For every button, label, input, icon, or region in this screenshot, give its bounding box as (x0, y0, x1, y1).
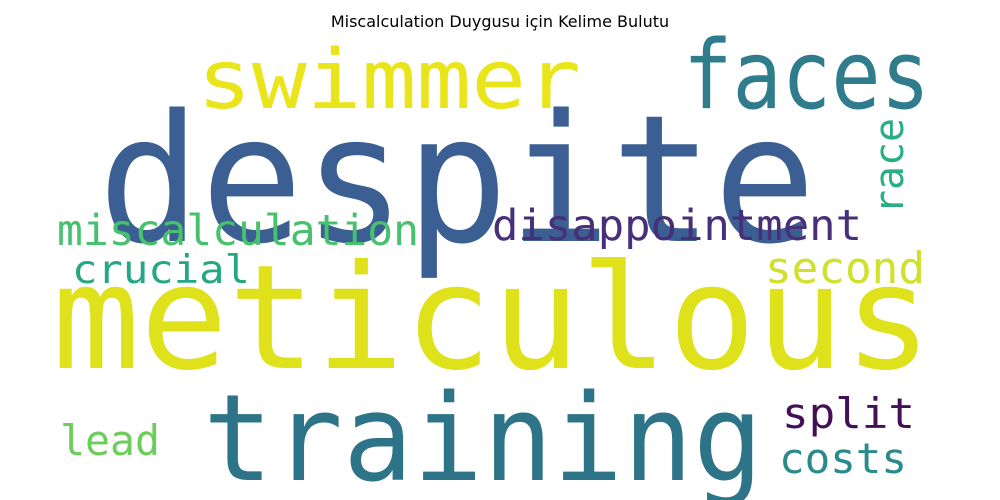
word-second: second (765, 243, 925, 294)
word-miscalculation: miscalculation (57, 206, 419, 256)
word-lead: lead (60, 416, 160, 465)
word-despite: despite (98, 77, 816, 283)
word-training: training (203, 370, 763, 500)
word-faces: faces (683, 21, 930, 131)
word-costs: costs (779, 434, 907, 483)
chart-title: Miscalculation Duygusu için Kelime Bulut… (330, 12, 670, 31)
word-split: split (782, 389, 915, 438)
word-swimmer: swimmer (197, 33, 581, 128)
word-disappointment: disappointment (492, 201, 862, 251)
word-crucial: crucial (72, 248, 250, 293)
word-race: race (867, 118, 913, 214)
word-meticulous: meticulous (52, 234, 932, 403)
